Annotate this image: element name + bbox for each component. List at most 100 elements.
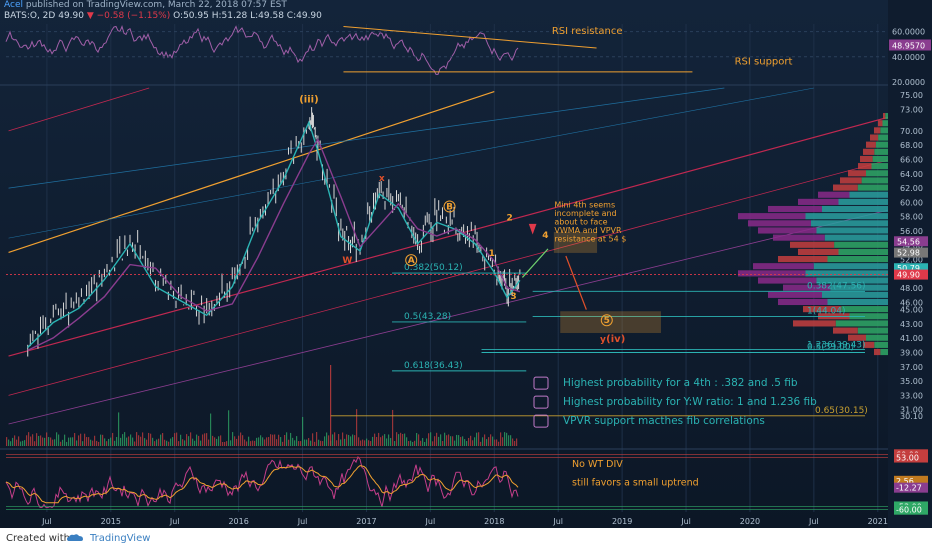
thumbs-up-icon [533,376,549,390]
mini-4th-target-box [553,231,598,253]
volume-bar [478,432,480,446]
volume-bars [6,365,518,446]
price-tick-label: 35.00 [900,377,923,386]
price-tick-label: 66.00 [900,155,923,164]
volume-bar [414,440,416,446]
volume-bar [326,432,328,446]
price-badge: 52.98 [894,247,928,258]
volume-bar [418,434,420,446]
volume-bar [134,441,136,446]
volume-bar [468,437,470,446]
volume-bar [402,434,404,446]
price-tick-label: 70.00 [900,127,923,136]
volume-bar [374,433,376,446]
symbol-label[interactable]: BATS:O, 2D [4,11,56,21]
vpvr-bar-up [838,248,888,255]
vpvr-bar-down [783,284,831,291]
volume-bar [342,432,344,446]
price-badge-value: 54.56 [897,237,920,246]
volume-bar [84,433,86,446]
volume-bar [494,439,496,446]
vpvr-bar-up [878,134,888,141]
fib-level-label: 0.65(30.15) [815,406,868,416]
volume-bar [472,440,474,446]
volume-bar [252,440,254,446]
vpvr-bar-up [811,220,888,227]
volume-bar [234,436,236,446]
vpvr-bar-down [878,120,883,127]
vpvr-bar-up [866,170,888,177]
volume-bar [446,435,448,446]
volume-bar [22,440,24,446]
volume-bar [360,440,362,446]
volume-bar [66,441,68,446]
volume-bar [202,434,204,446]
up-arrow [521,248,549,278]
volume-bar [24,440,26,446]
volume-bar [392,409,394,446]
volume-bar [48,437,50,446]
vpvr-bar-down [798,248,839,255]
vpvr-bar-down [833,184,858,191]
time-tick-label: 2019 [612,517,632,526]
wave-label: y [600,335,606,345]
author-link[interactable]: Acel [4,0,23,10]
volume-bar [320,440,322,446]
volume-bar [174,433,176,446]
volume-bar [72,437,74,446]
volume-bar [112,432,114,446]
tradingview-link[interactable]: TradingView [90,533,151,544]
volume-bar [46,432,48,446]
wt-tick-label: 53.00 [896,454,919,463]
volume-bar [510,435,512,446]
volume-bar [28,432,30,446]
volume-bar [372,436,374,446]
vpvr-bar-up [835,320,888,327]
tradingview-logo-icon [67,534,83,541]
thumbs-up-icon [533,395,549,409]
volume-bar [298,441,300,446]
volume-bar [484,434,486,446]
time-axis[interactable]: Jul 2015 Jul 2016 Jul 2017 Jul 2018 Jul 2019 Jul 20… [41,517,888,526]
fib-level-label: 0.382(50.12) [404,263,463,273]
volume-bar [280,437,282,446]
time-tick-label: 2018 [484,517,504,526]
vpvr-bar-down [840,177,862,184]
rsi-resistance-label: RSI resistance [552,26,623,37]
wave-label: 5 [604,316,610,326]
vpvr-bar-up [882,120,888,127]
vpvr-bar-down [768,205,822,213]
probability-note: Highest probability for Y:W ratio: 1 and… [563,396,817,408]
volume-bar [120,437,122,446]
price-axis[interactable]: 60.0000 40.0000 20.0000 48.9570 75.00 73.00 70… [888,0,932,528]
volume-bar [380,437,382,446]
volume-bar [128,436,130,446]
volume-bar [332,434,334,446]
volume-bar [200,440,202,446]
rsi-resistance-line [343,26,597,49]
volume-bar [98,441,100,446]
price-badge-value: 52.98 [897,249,920,258]
volume-bar [104,438,106,446]
volume-bar [498,441,500,446]
volume-bar [110,437,112,446]
rsi-current-value: 48.9570 [892,41,925,50]
volume-bar [306,439,308,446]
volume-bar [390,438,392,446]
wt-badge: -12.27 [894,482,928,493]
price-tick-label: 73.00 [900,105,923,114]
volume-bar [262,437,264,446]
volume-bar [496,439,498,446]
volume-bar [470,435,472,446]
rsi-current-badge: 48.9570 [889,39,931,51]
volume-bar [278,434,280,446]
volume-bar [412,441,414,446]
price-tick-label: 37.00 [900,363,923,372]
volume-bar [210,413,212,446]
volume-bar [318,439,320,446]
channel-blue-line [8,87,814,239]
volume-bar [68,437,70,446]
volume-bar [370,441,372,446]
price-badge [894,263,928,274]
volume-bar [38,435,40,446]
